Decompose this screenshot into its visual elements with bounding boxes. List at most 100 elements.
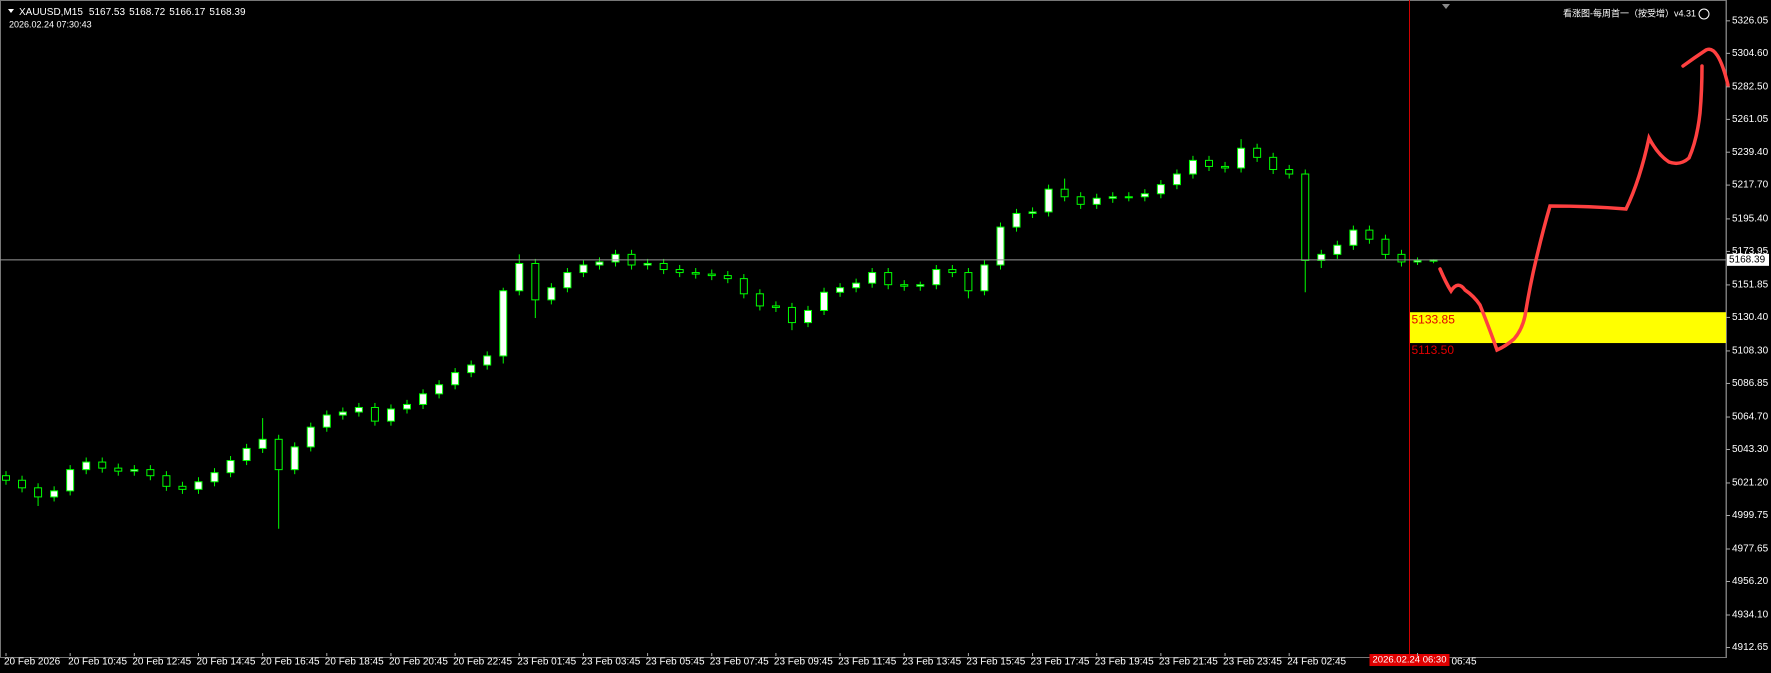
candle-body	[996, 226, 1005, 266]
x-tick-label: 20 Feb 18:45	[325, 657, 384, 668]
candle-body	[643, 262, 652, 266]
candle-body	[1317, 253, 1326, 261]
x-tick-label: 20 Feb 14:45	[196, 657, 255, 668]
candle-body	[1397, 253, 1406, 263]
indicator-icon[interactable]	[1698, 8, 1710, 20]
candle-body	[451, 372, 460, 386]
candle-body	[1172, 173, 1181, 186]
y-tick-label: 4934.10	[1732, 610, 1769, 621]
candle-body	[1333, 244, 1342, 255]
candle-body	[66, 469, 75, 492]
header: XAUUSD,M15 5167.53 5168.72 5166.17 5168.39	[19, 7, 246, 18]
candle-body	[611, 253, 620, 263]
y-tick-label: 5282.50	[1732, 82, 1769, 93]
candle-body	[162, 475, 171, 487]
candle-body	[868, 272, 877, 284]
zone-high-label: 5133.85	[1412, 312, 1456, 326]
zone	[1409, 312, 1726, 344]
x-tick-label: 23 Feb 13:45	[902, 657, 961, 668]
candle-body	[130, 469, 139, 472]
candle-body	[900, 284, 909, 287]
y-tick-label: 5261.05	[1732, 114, 1769, 125]
y-tick-label: 5239.40	[1732, 147, 1769, 158]
candle-body	[659, 262, 668, 271]
candle-body	[771, 305, 780, 308]
candle-body	[804, 309, 812, 324]
y-tick-label: 5021.20	[1732, 478, 1769, 489]
candle-body	[1381, 238, 1390, 255]
candle-body	[146, 469, 155, 477]
candle-body	[1012, 212, 1021, 228]
x-tick-label: 23 Feb 17:45	[1031, 657, 1090, 668]
x-tick-label: 23 Feb 01:45	[517, 657, 576, 668]
candle-body	[980, 264, 989, 292]
candle-body	[114, 467, 123, 472]
symbol: XAUUSD,M15	[19, 7, 83, 18]
y-tick-label: 5130.40	[1732, 312, 1769, 323]
candle-body	[675, 269, 684, 274]
x-tick-label: 23 Feb 05:45	[646, 657, 705, 668]
open-value: 5167.53	[89, 7, 126, 18]
y-tick-label: 4912.65	[1732, 642, 1769, 653]
candle-body	[1237, 147, 1246, 169]
x-tick-label: 23 Feb 07:45	[710, 657, 769, 668]
candle-body	[274, 438, 283, 471]
candle-body	[1365, 229, 1374, 240]
candle-body	[435, 384, 444, 395]
y-tick-label: 5043.30	[1732, 444, 1769, 455]
y-tick-label: 5326.05	[1732, 15, 1769, 26]
candle-body	[1269, 156, 1278, 170]
candle-body	[34, 487, 43, 498]
candle-body	[531, 262, 540, 301]
crosshair-time: 2026.02.24 06:30	[1373, 655, 1447, 666]
menu-arrow[interactable]	[8, 9, 14, 13]
candle-body	[194, 481, 203, 490]
y-tick-label: 5217.70	[1732, 180, 1769, 191]
candle-body	[322, 414, 331, 428]
indicator-label: 看涨图-每周首一（按受增）v4.31	[1563, 7, 1696, 18]
candle-body	[306, 426, 315, 448]
y-tick-label: 5151.85	[1732, 280, 1769, 291]
candle-body	[836, 287, 845, 293]
candle-body	[1076, 196, 1085, 205]
x-tick-label: 23 Feb 23:45	[1223, 657, 1282, 668]
candle-body	[691, 272, 700, 275]
candle-body	[258, 438, 267, 449]
candle-body	[1108, 196, 1117, 199]
y-tick-label: 4977.65	[1732, 544, 1769, 555]
high-value: 5168.72	[129, 7, 166, 18]
candle-body	[739, 278, 748, 295]
candle-body	[226, 460, 235, 474]
candle-body	[370, 406, 379, 422]
candle-body	[1092, 197, 1101, 205]
candle-body	[242, 447, 251, 462]
candle-body	[787, 306, 796, 324]
x-tick-label: 20 Feb 2026	[4, 657, 61, 668]
low-value: 5166.17	[169, 7, 206, 18]
candle-body	[932, 269, 941, 286]
close-value: 5168.39	[209, 7, 246, 18]
candle-body	[563, 272, 572, 289]
x-tick-label: 20 Feb 22:45	[453, 657, 512, 668]
x-tick-label: 24 Feb 02:45	[1287, 657, 1346, 668]
candle-body	[354, 406, 363, 413]
candle-body	[1349, 229, 1358, 246]
candle-body	[18, 479, 27, 489]
x-tick-label: 23 Feb 15:45	[966, 657, 1025, 668]
x-tick-label: 23 Feb 21:45	[1159, 657, 1218, 668]
candle-body	[1301, 173, 1310, 261]
candle-body	[723, 275, 732, 280]
y-tick-label: 4999.75	[1732, 510, 1769, 521]
candle-body	[419, 393, 428, 405]
candle-body	[1060, 188, 1069, 198]
y-tick-label: 5086.85	[1732, 378, 1769, 389]
candle-body	[515, 262, 524, 292]
y-tick-label: 5064.70	[1732, 412, 1769, 423]
candle-body	[483, 355, 492, 366]
candle-body	[1044, 188, 1053, 213]
y-tick-label: 5108.30	[1732, 346, 1769, 357]
candle-body	[852, 282, 861, 289]
candle-body	[82, 461, 91, 471]
candle-body	[595, 261, 604, 266]
